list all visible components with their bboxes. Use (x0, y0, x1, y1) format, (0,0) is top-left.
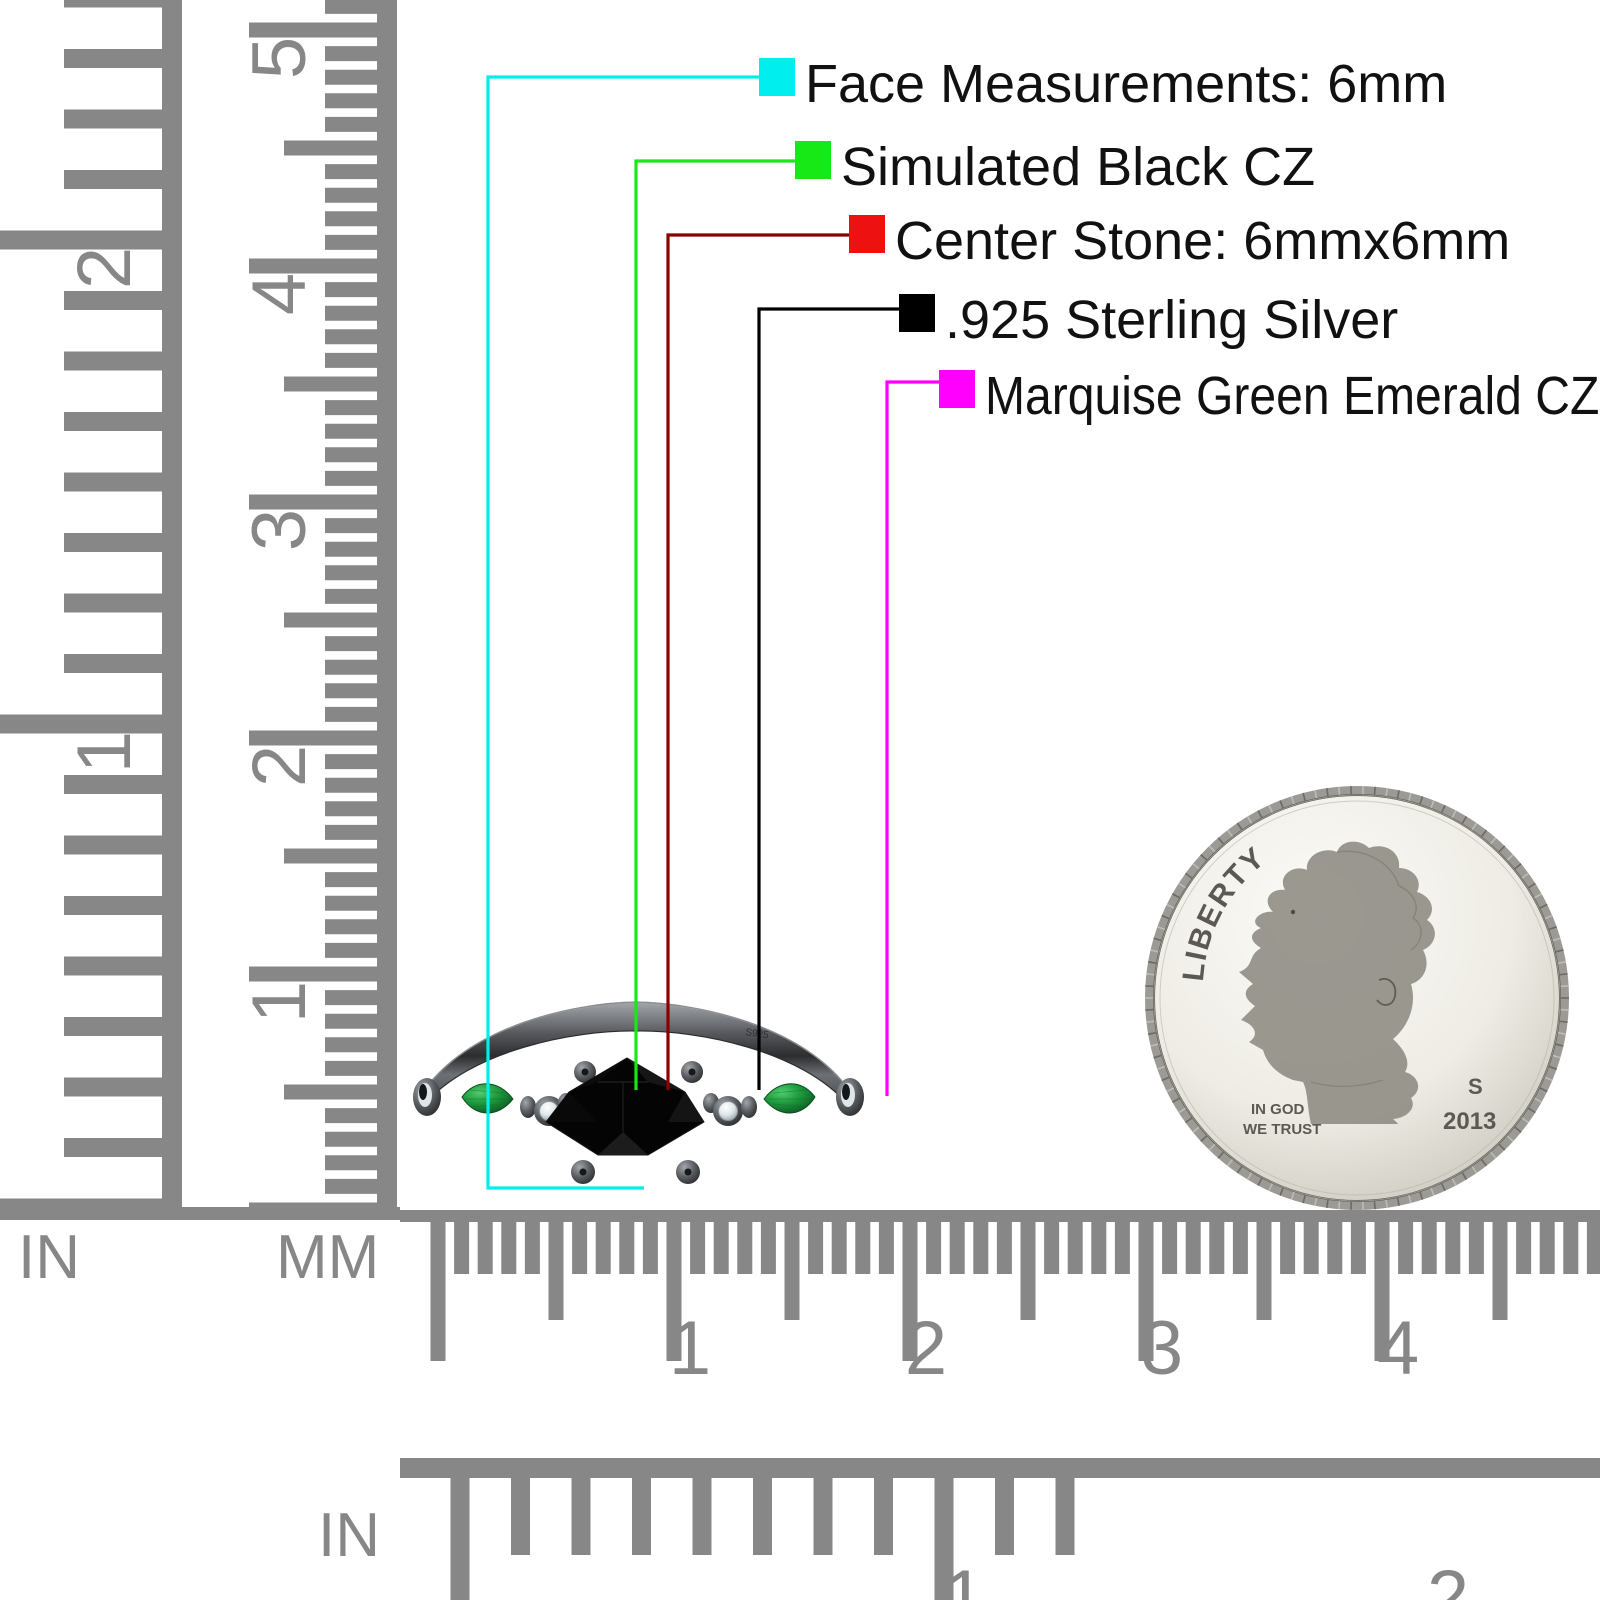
svg-text:1: 1 (669, 1306, 711, 1391)
svg-text:2: 2 (905, 1306, 947, 1391)
svg-text:3: 3 (1141, 1306, 1183, 1391)
svg-text:2: 2 (1427, 1555, 1469, 1600)
svg-text:1: 1 (943, 1555, 985, 1600)
svg-text:4: 4 (1377, 1306, 1419, 1391)
